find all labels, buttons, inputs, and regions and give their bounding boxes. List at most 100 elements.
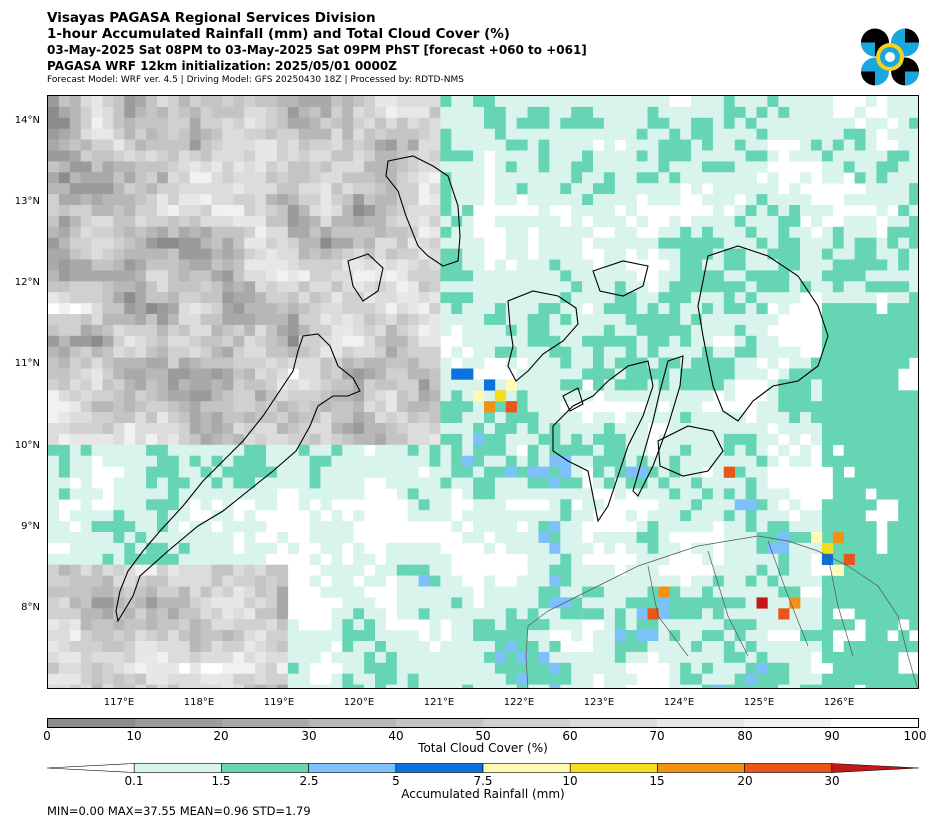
grid-cell <box>462 248 474 260</box>
grid-cell <box>680 401 692 413</box>
grid-cell <box>298 183 310 195</box>
grid-cell <box>636 183 648 195</box>
grid-cell <box>865 248 877 260</box>
grid-cell <box>146 455 158 467</box>
grid-cell <box>451 608 463 620</box>
grid-cell <box>167 172 180 184</box>
grid-cell <box>745 292 757 304</box>
grid-cell <box>211 619 223 631</box>
statistics-line: MIN=0.00 MAX=37.55 MEAN=0.96 STD=1.79 <box>47 804 311 818</box>
grid-cell <box>527 96 539 108</box>
grid-cell <box>135 106 147 119</box>
grid-cell <box>538 314 550 326</box>
heavy-rain-cell <box>832 564 844 576</box>
grid-cell <box>898 139 910 151</box>
grid-cell <box>211 477 223 489</box>
grid-cell <box>854 510 866 522</box>
grid-cell <box>200 466 212 478</box>
grid-cell <box>723 172 735 184</box>
grid-cell <box>876 433 888 446</box>
pagasa-logo <box>861 28 919 86</box>
grid-cell <box>571 237 583 249</box>
grid-cell <box>658 226 670 238</box>
grid-cell <box>832 292 844 304</box>
grid-cell <box>549 248 561 260</box>
grid-cell <box>375 215 387 228</box>
grid-cell <box>789 673 801 685</box>
grid-cell <box>102 248 114 260</box>
grid-cell <box>734 532 746 544</box>
grid-cell <box>538 96 550 108</box>
grid-cell <box>429 412 441 424</box>
grid-cell <box>647 346 659 358</box>
grid-cell <box>865 673 877 685</box>
grid-cell <box>647 368 659 380</box>
grid-cell <box>614 161 626 173</box>
grid-cell <box>887 237 899 249</box>
grid-cell <box>843 433 855 446</box>
grid-cell <box>560 96 572 108</box>
grid-cell <box>244 521 256 533</box>
grid-cell <box>745 226 757 238</box>
grid-cell <box>898 259 910 271</box>
grid-cell <box>353 161 365 173</box>
grid-cell <box>538 466 550 478</box>
grid-cell <box>396 161 408 173</box>
grid-cell <box>124 161 136 173</box>
grid-cell <box>255 379 267 391</box>
grid-cell <box>582 281 594 293</box>
grid-cell <box>647 510 659 522</box>
grid-cell <box>898 270 910 282</box>
grid-cell <box>375 433 387 446</box>
grid-cell <box>549 128 561 140</box>
grid-cell <box>505 139 517 151</box>
grid-cell <box>211 651 223 664</box>
grid-cell <box>309 651 321 664</box>
grid-cell <box>80 96 92 108</box>
grid-cell <box>244 161 256 173</box>
grid-cell <box>505 303 517 315</box>
grid-cell <box>385 270 398 282</box>
grid-cell <box>69 161 81 173</box>
grid-cell <box>418 390 430 402</box>
grid-cell <box>342 586 354 598</box>
grid-cell <box>614 423 626 435</box>
grid-cell <box>898 106 910 119</box>
grid-cell <box>691 357 703 369</box>
grid-cell <box>473 281 485 293</box>
grid-cell <box>505 357 517 369</box>
grid-cell <box>560 510 572 522</box>
grid-cell <box>723 270 735 282</box>
grid-cell <box>244 651 256 664</box>
grid-cell <box>124 455 136 467</box>
grid-cell <box>505 532 517 544</box>
grid-cell <box>48 684 60 688</box>
lon-label-122e: 122°E <box>503 697 535 708</box>
grid-cell <box>702 139 714 151</box>
grid-cell <box>244 303 256 315</box>
grid-cell <box>91 237 103 249</box>
grid-cell <box>287 412 299 424</box>
grid-cell <box>909 597 918 609</box>
grid-cell <box>821 532 834 544</box>
grid-cell <box>396 150 408 162</box>
grid-cell <box>451 455 463 467</box>
grid-cell <box>80 466 92 478</box>
grid-cell <box>745 444 757 456</box>
grid-cell <box>418 248 430 260</box>
grid-cell <box>494 314 507 326</box>
grid-cell <box>702 368 714 380</box>
grid-cell <box>298 357 310 369</box>
grid-cell <box>58 651 71 664</box>
grid-cell <box>102 292 114 304</box>
grid-cell <box>440 357 452 369</box>
grid-cell <box>494 401 507 413</box>
grid-cell <box>80 553 92 565</box>
grid-cell <box>614 324 626 337</box>
grid-cell <box>723 477 735 489</box>
grid-cell <box>58 150 71 162</box>
grid-cell <box>603 608 616 620</box>
grid-cell <box>364 553 376 565</box>
rain-tick: 15 <box>649 774 665 788</box>
grid-cell <box>669 324 681 337</box>
